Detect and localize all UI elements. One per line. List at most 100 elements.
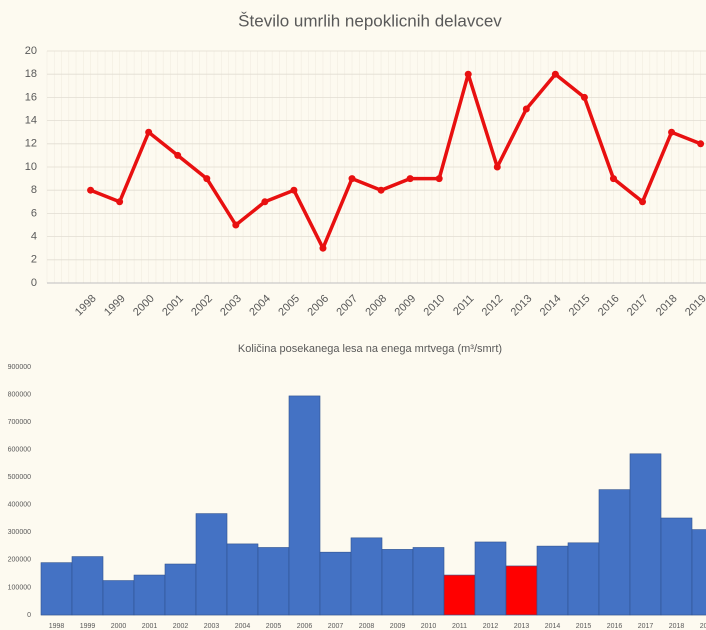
- y-tick-label: 10: [25, 161, 37, 173]
- chart-title: Število umrlih nepoklicnih delavcev: [238, 11, 502, 30]
- data-point: [261, 198, 269, 206]
- y-tick-label: 6: [31, 207, 37, 219]
- y-tick-label: 500000: [8, 474, 31, 481]
- x-tick-label: 2002: [189, 293, 215, 319]
- x-tick-label: 2006: [305, 293, 331, 319]
- x-tick-label: 2015: [567, 293, 593, 319]
- y-tick-label: 300000: [8, 529, 31, 536]
- bar: [257, 547, 290, 616]
- x-tick-label: 2008: [359, 623, 375, 630]
- x-tick-label: 2013: [514, 623, 530, 630]
- x-tick-label: 2018: [654, 293, 680, 319]
- bar: [319, 551, 352, 616]
- y-tick-label: 0: [31, 277, 37, 289]
- data-point: [406, 175, 414, 183]
- x-tick-label: 2005: [276, 293, 302, 319]
- y-tick-label: 100000: [8, 584, 31, 591]
- bar: [567, 542, 600, 616]
- y-tick-label: 16: [25, 91, 37, 103]
- x-tick-label: 2011: [451, 293, 476, 318]
- data-point: [319, 244, 327, 252]
- y-tick-label: 900000: [8, 364, 31, 371]
- x-tick-label: 2006: [297, 623, 313, 630]
- x-tick-label: 2017: [625, 293, 651, 319]
- x-tick-label: 2016: [607, 623, 623, 630]
- x-tick-label: 1999: [102, 293, 128, 319]
- y-tick-label: 400000: [8, 502, 31, 509]
- bar: [71, 556, 104, 616]
- bar: [598, 489, 631, 616]
- bar: [133, 574, 166, 616]
- data-point: [639, 198, 647, 206]
- x-tick-label: 2010: [421, 623, 437, 630]
- y-tick-label: 2: [31, 254, 37, 266]
- x-tick-label: 2018: [669, 623, 685, 630]
- y-tick-label: 700000: [8, 419, 31, 426]
- bar: [102, 580, 135, 616]
- x-tick-label: 2019: [683, 293, 706, 319]
- bar: [226, 543, 259, 616]
- x-tick-label: 2008: [363, 293, 389, 319]
- y-tick-label: 8: [31, 184, 37, 196]
- data-point: [697, 140, 705, 148]
- x-tick-label: 1999: [80, 623, 96, 630]
- y-tick-label: 14: [25, 115, 37, 127]
- bar: [629, 453, 662, 616]
- data-point: [116, 198, 124, 206]
- x-tick-label: 2010: [422, 293, 448, 319]
- bar: [164, 563, 197, 616]
- y-tick-label: 0: [27, 612, 31, 619]
- x-tick-label: 2001: [160, 293, 186, 319]
- x-tick-label: 2017: [638, 623, 654, 630]
- bar: [288, 395, 321, 616]
- data-point: [493, 163, 501, 171]
- bar: [195, 513, 228, 616]
- bar: [505, 565, 538, 616]
- data-line: [89, 72, 702, 250]
- x-tick-label: 2007: [328, 623, 344, 630]
- y-tick-label: 18: [25, 68, 37, 80]
- y-tick-label: 4: [31, 231, 37, 243]
- y-tick-label: 800000: [8, 391, 31, 398]
- bar: [40, 562, 73, 616]
- bar: [443, 574, 476, 616]
- data-point: [290, 186, 298, 194]
- x-tick-label: 2016: [596, 293, 622, 319]
- data-point: [203, 175, 211, 183]
- data-point: [464, 70, 472, 78]
- x-tick-label: 2014: [538, 293, 564, 319]
- x-tick-label: 2004: [247, 293, 273, 319]
- x-tick-label: 2011: [452, 623, 467, 630]
- data-point: [609, 175, 617, 183]
- data-point: [232, 221, 240, 229]
- x-tick-label: 2015: [576, 623, 592, 630]
- bar: [381, 549, 414, 616]
- x-tick-label: 2000: [131, 293, 157, 319]
- data-point: [522, 105, 530, 113]
- x-tick-label: 2005: [266, 623, 282, 630]
- bar: [660, 517, 693, 616]
- data-point: [145, 128, 153, 136]
- data-point: [87, 186, 95, 194]
- bar: [412, 547, 445, 616]
- x-tick-label: 1998: [49, 623, 65, 630]
- x-tick-label: 2012: [480, 293, 506, 319]
- bar: [350, 537, 383, 616]
- bar: [536, 545, 569, 616]
- bar: [474, 541, 507, 616]
- x-tick-label: 2019: [700, 623, 706, 630]
- x-tick-label: 2003: [204, 623, 220, 630]
- data-point: [377, 186, 385, 194]
- chart-title: Količina posekanega lesa na enega mrtveg…: [238, 343, 502, 355]
- y-tick-label: 20: [25, 45, 37, 57]
- y-tick-label: 600000: [8, 447, 31, 454]
- data-point: [435, 175, 443, 183]
- data-point: [174, 151, 182, 159]
- x-tick-label: 1998: [73, 293, 99, 319]
- data-point: [551, 70, 559, 78]
- x-tick-label: 2000: [111, 623, 127, 630]
- x-tick-label: 2009: [390, 623, 406, 630]
- x-tick-label: 2007: [334, 293, 360, 319]
- y-tick-label: 200000: [8, 557, 31, 564]
